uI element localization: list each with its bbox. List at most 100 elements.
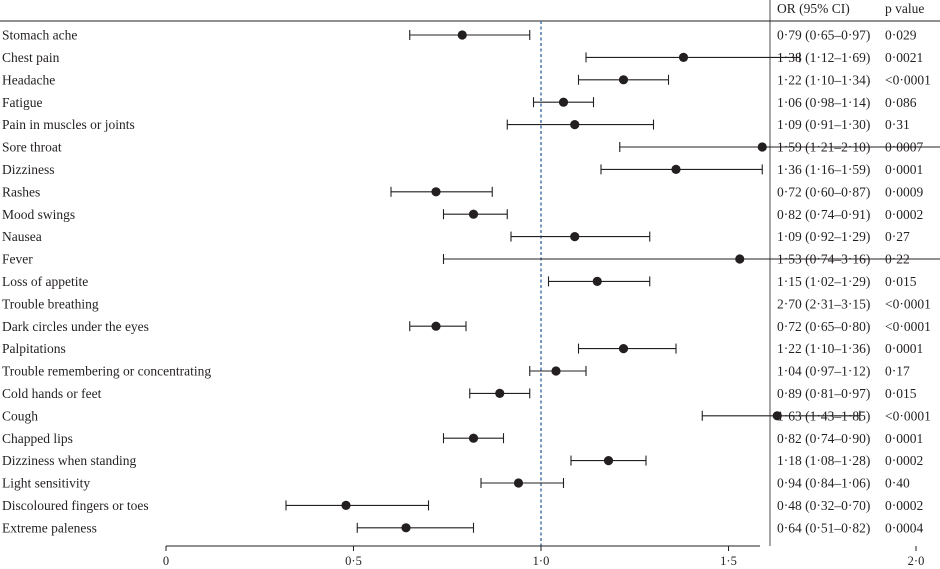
row-label: Fatigue <box>2 95 43 110</box>
p-value-text: 0·0001 <box>885 341 923 356</box>
forest-row: Dark circles under the eyes 0·72 (0·65–0·… <box>2 319 931 334</box>
p-value-text: <0·0001 <box>885 319 931 334</box>
p-value-text: 0·0009 <box>885 184 923 199</box>
column-headers: OR (95% CI) p value <box>777 1 924 16</box>
forest-row: Discoloured fingers or toes 0·48 (0·32–0·… <box>2 498 923 513</box>
p-value-text: 0·0001 <box>885 162 923 177</box>
forest-row: Dizziness when standing 1·18 (1·08–1·28) 0… <box>2 453 923 468</box>
row-label: Sore throat <box>2 140 62 155</box>
ci-text: 1·22 (1·10–1·36) <box>777 341 870 356</box>
odds-ratio-point <box>457 30 467 40</box>
ci-text: 0·72 (0·65–0·80) <box>777 319 870 334</box>
odds-ratio-point <box>757 142 767 152</box>
odds-ratio-point <box>618 344 629 354</box>
ci-text: 1·18 (1·08–1·28) <box>777 453 870 468</box>
x-tick-label: 1·0 <box>533 554 550 568</box>
forest-row: Loss of appetite 1·15 (1·02–1·29) 0·015 <box>2 274 917 289</box>
row-label: Mood swings <box>2 207 75 222</box>
forest-row: Trouble breathing 2·70 (2·31–3·15) <0·0001 <box>2 296 931 311</box>
odds-ratio-point <box>468 209 479 219</box>
row-label: Discoloured fingers or toes <box>2 498 149 513</box>
p-value-text: 0·015 <box>885 386 917 401</box>
forest-row: Fatigue 1·06 (0·98–1·14) 0·086 <box>2 95 917 110</box>
row-label: Cold hands or feet <box>2 386 102 401</box>
forest-row: Headache 1·22 (1·10–1·34) <0·0001 <box>2 72 931 87</box>
ci-column-header: OR (95% CI) <box>777 1 850 16</box>
x-tick-label: 0·5 <box>345 554 362 568</box>
row-label: Light sensitivity <box>2 476 90 491</box>
odds-ratio-point <box>431 321 441 331</box>
ci-text: 1·53 (0·74–3·16) <box>777 252 870 267</box>
row-label: Extreme paleness <box>2 520 97 535</box>
odds-ratio-point <box>431 187 441 197</box>
p-value-text: 0·22 <box>885 252 910 267</box>
row-label: Dizziness <box>2 162 54 177</box>
ci-text: 1·04 (0·97–1·12) <box>777 364 870 379</box>
ci-text: 0·79 (0·65–0·97) <box>777 28 870 43</box>
ci-text: 0·94 (0·84–1·06) <box>777 476 870 491</box>
forest-row: Fever 1·53 (0·74–3·16) 0·22 <box>2 252 940 267</box>
odds-ratio-point <box>513 478 524 488</box>
odds-ratio-point <box>401 523 411 533</box>
row-label: Stomach ache <box>2 28 77 43</box>
odds-ratio-point <box>735 254 745 264</box>
p-value-text: 0·0004 <box>885 520 923 535</box>
odds-ratio-point <box>603 456 614 466</box>
odds-ratio-point <box>592 276 602 286</box>
forest-row: Trouble remembering or concentrating 1·04… <box>2 364 910 379</box>
row-label: Trouble remembering or concentrating <box>2 364 211 379</box>
ci-text: 1·59 (1·21–2·10) <box>777 140 870 155</box>
forest-row: Rashes 0·72 (0·60–0·87) 0·0009 <box>2 184 923 199</box>
row-label: Pain in muscles or joints <box>2 117 135 132</box>
row-label: Fever <box>2 252 33 267</box>
forest-row: Dizziness 1·36 (1·16–1·59) 0·0001 <box>2 162 923 177</box>
ci-text: 1·63 (1·43–1·85) <box>777 408 870 423</box>
ci-text: 1·38 (1·12–1·69) <box>777 50 870 65</box>
p-value-text: 0·0021 <box>885 50 923 65</box>
ci-text: 0·72 (0·60–0·87) <box>777 184 870 199</box>
odds-ratio-point <box>772 411 782 421</box>
forest-row: Nausea 1·09 (0·92–1·29) 0·27 <box>2 229 910 244</box>
forest-row: Mood swings 0·82 (0·74–0·91) 0·0002 <box>2 207 923 222</box>
p-value-column-header: p value <box>885 1 924 16</box>
p-value-text: 0·029 <box>885 28 917 43</box>
odds-ratio-point <box>570 120 580 130</box>
ci-text: 1·15 (1·02–1·29) <box>777 274 870 289</box>
x-tick-label: 1·5 <box>720 554 737 568</box>
ci-text: 0·89 (0·81–0·97) <box>777 386 870 401</box>
p-value-text: 0·17 <box>885 364 910 379</box>
p-value-text: 0·31 <box>885 117 910 132</box>
x-axis: 00·51·01·52·02·53·0 <box>163 545 925 568</box>
row-label: Trouble breathing <box>2 296 99 311</box>
p-value-text: <0·0001 <box>885 408 931 423</box>
odds-ratio-point <box>671 164 681 174</box>
odds-ratio-point <box>618 75 629 85</box>
odds-ratio-point <box>495 388 505 398</box>
odds-ratio-point <box>558 97 569 107</box>
p-value-text: 0·015 <box>885 274 917 289</box>
ci-text: 1·22 (1·10–1·34) <box>777 72 870 87</box>
forest-row: Light sensitivity 0·94 (0·84–1·06) 0·40 <box>2 476 910 491</box>
forest-row: Cough 1·63 (1·43–1·85) <0·0001 <box>2 408 931 423</box>
forest-rows: Stomach ache 0·79 (0·65–0·97) 0·029 Chest p… <box>2 28 940 535</box>
odds-ratio-point <box>678 52 689 63</box>
ci-text: 0·82 (0·74–0·90) <box>777 431 870 446</box>
p-value-text: 0·0002 <box>885 207 923 222</box>
ci-text: 1·36 (1·16–1·59) <box>777 162 870 177</box>
x-tick-label: 2·0 <box>908 554 925 568</box>
forest-row: Stomach ache 0·79 (0·65–0·97) 0·029 <box>2 28 917 43</box>
forest-row: Palpitations 1·22 (1·10–1·36) 0·0001 <box>2 341 923 356</box>
p-value-text: 0·086 <box>885 95 917 110</box>
p-value-text: <0·0001 <box>885 296 931 311</box>
p-value-text: 0·0002 <box>885 498 923 513</box>
ci-text: 1·09 (0·92–1·29) <box>777 229 870 244</box>
p-value-text: 0·0002 <box>885 453 923 468</box>
ci-text: 1·09 (0·91–1·30) <box>777 117 870 132</box>
x-tick-label: 0 <box>163 554 169 568</box>
ci-text: 1·06 (0·98–1·14) <box>777 95 870 110</box>
p-value-text: <0·0001 <box>885 72 931 87</box>
row-label: Cough <box>2 408 38 423</box>
odds-ratio-point <box>468 433 479 443</box>
row-label: Dark circles under the eyes <box>2 319 149 334</box>
